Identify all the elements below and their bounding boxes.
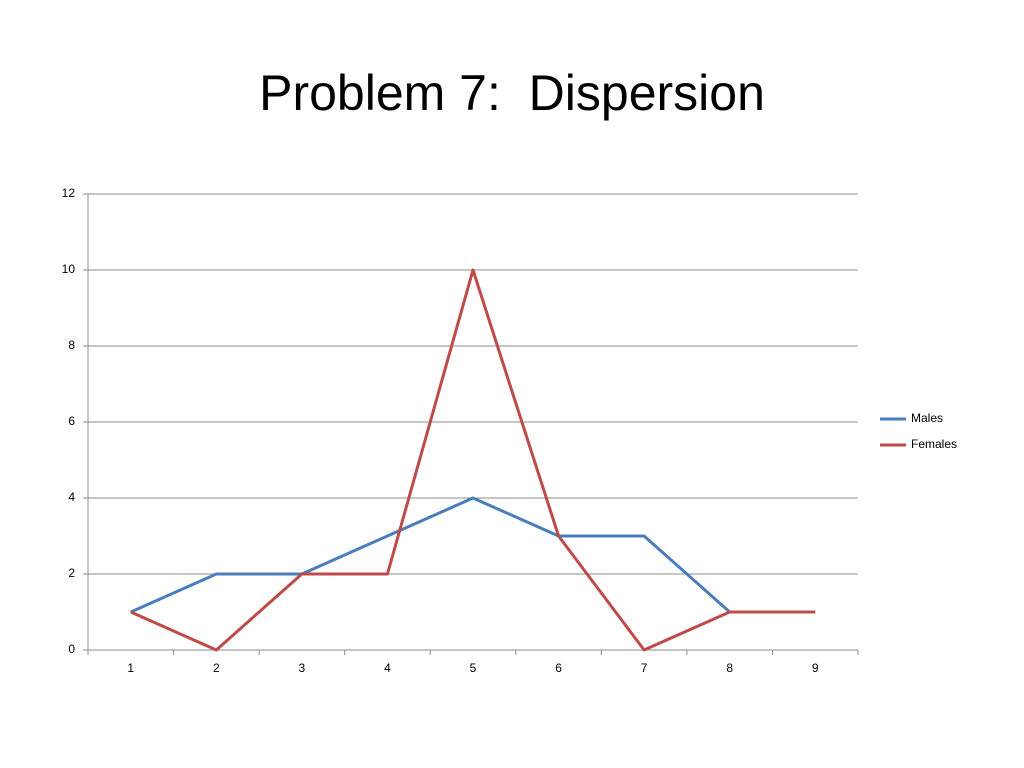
series-line — [130, 268, 816, 652]
y-tick-label: 8 — [68, 338, 75, 352]
x-tick-label: 7 — [641, 661, 648, 675]
chart-title: Problem 7: Dispersion — [259, 65, 765, 121]
y-tick-label: 0 — [68, 642, 75, 656]
x-tick-label: 8 — [726, 661, 733, 675]
x-tick-label: 4 — [384, 661, 391, 675]
legend-label: Females — [911, 437, 957, 451]
y-tick-label: 10 — [62, 262, 76, 276]
x-tick-label: 3 — [299, 661, 306, 675]
y-tick-label: 4 — [68, 490, 75, 504]
legend-label: Males — [911, 411, 943, 425]
x-tick-label: 1 — [127, 661, 134, 675]
series-line — [130, 496, 816, 614]
x-tick-label: 5 — [470, 661, 477, 675]
y-tick-label: 12 — [62, 186, 76, 200]
x-tick-label: 2 — [213, 661, 220, 675]
y-tick-label: 2 — [68, 566, 75, 580]
x-tick-label: 9 — [812, 661, 819, 675]
x-tick-label: 6 — [555, 661, 562, 675]
y-tick-label: 6 — [68, 414, 75, 428]
